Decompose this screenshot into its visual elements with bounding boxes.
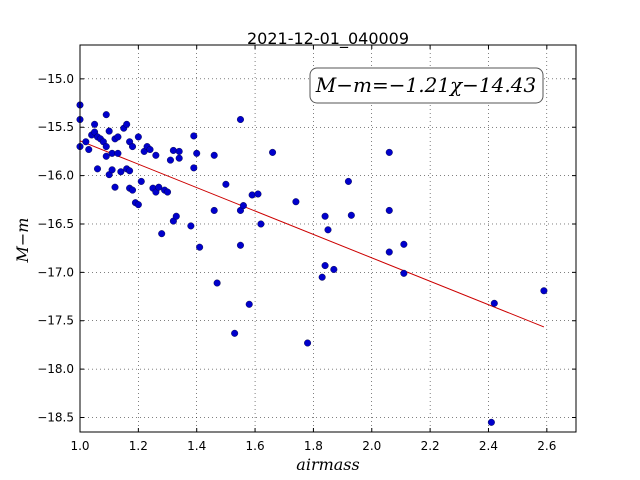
x-tick-label: 1.2	[129, 439, 148, 453]
data-point	[347, 211, 355, 219]
data-point	[257, 220, 265, 228]
data-point	[254, 190, 262, 198]
data-point	[166, 156, 174, 164]
data-point	[102, 111, 110, 119]
y-tick-label: −17.5	[37, 314, 74, 328]
x-tick-label: 1.4	[187, 439, 206, 453]
data-point	[385, 206, 393, 214]
fit-line	[79, 140, 545, 328]
data-point	[114, 149, 122, 157]
data-point	[102, 143, 110, 151]
y-axis-label: M−m	[13, 218, 32, 264]
data-point	[102, 152, 110, 160]
data-point	[111, 183, 119, 191]
x-tick-label: 1.0	[70, 439, 89, 453]
annotation-box	[309, 67, 544, 104]
data-point	[400, 240, 408, 248]
data-point	[248, 191, 256, 199]
data-point	[137, 177, 145, 185]
data-point	[134, 201, 142, 209]
y-tick-label: −16.0	[37, 169, 74, 183]
data-point	[231, 329, 239, 337]
data-point	[304, 339, 312, 347]
data-point	[134, 133, 142, 141]
data-point	[318, 273, 326, 281]
data-point	[94, 165, 102, 173]
data-point	[105, 127, 113, 135]
data-point	[540, 287, 548, 295]
data-point	[210, 151, 218, 159]
data-point	[169, 146, 177, 154]
data-point	[236, 115, 244, 123]
data-point	[85, 145, 93, 153]
data-point	[196, 243, 204, 251]
data-point	[108, 149, 116, 157]
data-point	[190, 132, 198, 140]
data-point	[222, 180, 230, 188]
data-point	[487, 418, 495, 426]
data-point	[330, 265, 338, 273]
data-point	[190, 164, 198, 172]
data-point	[269, 148, 277, 156]
y-tick-label: −15.5	[37, 120, 74, 134]
y-tick-label: −16.5	[37, 217, 74, 231]
data-point	[385, 148, 393, 156]
data-point	[187, 222, 195, 230]
x-tick-label: 1.6	[246, 439, 265, 453]
data-point	[172, 212, 180, 220]
fit-equation: M−m=−1.21χ−14.43	[315, 73, 536, 97]
data-point	[91, 120, 99, 128]
x-tick-label: 2.4	[479, 439, 498, 453]
data-point	[239, 202, 247, 210]
x-tick-label: 2.0	[362, 439, 381, 453]
data-point	[193, 149, 201, 157]
data-point	[175, 154, 183, 162]
data-point	[108, 166, 116, 174]
data-point	[385, 248, 393, 256]
y-tick-label: −15.0	[37, 72, 74, 86]
data-point	[344, 177, 352, 185]
data-point	[126, 167, 134, 175]
data-point	[490, 299, 498, 307]
data-point	[152, 151, 160, 159]
data-point	[117, 168, 125, 176]
y-tick-label: −18.5	[37, 410, 74, 424]
x-axis-label: airmass	[296, 455, 359, 474]
data-point	[321, 212, 329, 220]
y-tick-labels: −15.0 −15.5 −16.0 −16.5 −17.0 −17.5 −18.0 −18.5	[37, 72, 74, 425]
x-tick-label: 2.2	[421, 439, 440, 453]
data-point	[324, 226, 332, 234]
data-point	[292, 198, 300, 206]
data-point	[245, 300, 253, 308]
data-point	[129, 143, 137, 151]
x-tick-label: 1.8	[304, 439, 323, 453]
y-tick-label: −18.0	[37, 362, 74, 376]
data-point	[213, 279, 221, 287]
x-tick-label: 2.6	[537, 439, 556, 453]
data-point	[236, 241, 244, 249]
data-point	[158, 230, 166, 238]
y-tick-label: −17.0	[37, 265, 74, 279]
data-point	[155, 183, 163, 191]
plot-frame	[79, 44, 577, 433]
data-point	[321, 262, 329, 270]
data-point	[146, 145, 154, 153]
chart-title: 2021-12-01_040009	[247, 29, 409, 49]
data-point	[164, 188, 172, 196]
data-points	[76, 101, 548, 426]
data-point	[175, 147, 183, 155]
data-point	[82, 138, 90, 146]
data-point	[114, 133, 122, 141]
data-point	[129, 186, 137, 194]
ticks	[79, 45, 576, 432]
data-point	[400, 269, 408, 277]
data-point	[123, 120, 131, 128]
x-tick-labels: 1.0 1.2 1.4 1.6 1.8 2.0 2.2 2.4 2.6	[70, 439, 556, 453]
fit-line-group	[79, 140, 545, 328]
data-point	[210, 206, 218, 214]
